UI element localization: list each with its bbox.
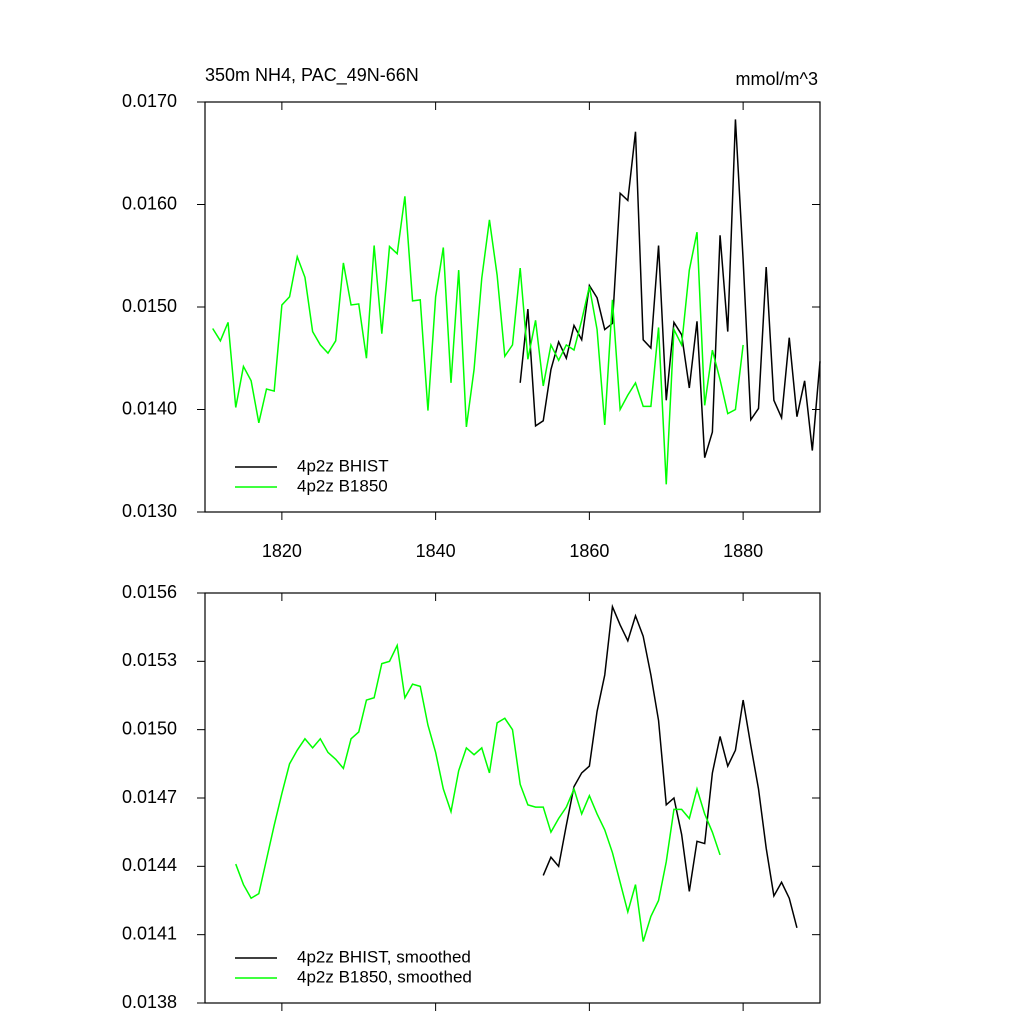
y-tick-label: 0.0141 xyxy=(122,923,177,943)
legend-label: 4p2z BHIST xyxy=(297,456,389,475)
y-tick-label: 0.0140 xyxy=(122,398,177,418)
legend-label: 4p2z B1850 xyxy=(297,476,388,495)
series-line xyxy=(542,603,798,929)
units-label: mmol/m^3 xyxy=(736,69,818,89)
x-tick-label: 1820 xyxy=(262,541,302,561)
y-tick-label: 0.0150 xyxy=(122,296,177,316)
series-line xyxy=(519,119,821,458)
y-tick-label: 0.0170 xyxy=(122,91,177,111)
plot-frame xyxy=(204,101,821,513)
y-tick-label: 0.0160 xyxy=(122,193,177,213)
series-line xyxy=(235,642,721,942)
chart-title: 350m NH4, PAC_49N-66N xyxy=(205,65,419,86)
plot-frame xyxy=(204,592,821,1004)
y-tick-label: 0.0150 xyxy=(122,718,177,738)
legend-label: 4p2z B1850, smoothed xyxy=(297,967,472,986)
y-tick-label: 0.0144 xyxy=(122,855,177,875)
legend-label: 4p2z BHIST, smoothed xyxy=(297,947,471,966)
x-tick-label: 1840 xyxy=(416,541,456,561)
y-tick-label: 0.0130 xyxy=(122,501,177,521)
y-tick-label: 0.0147 xyxy=(122,787,177,807)
x-tick-label: 1860 xyxy=(569,541,609,561)
y-tick-label: 0.0153 xyxy=(122,650,177,670)
x-tick-label: 1880 xyxy=(723,541,763,561)
y-tick-label: 0.0156 xyxy=(122,582,177,602)
y-tick-label: 0.0138 xyxy=(122,992,177,1012)
series-line xyxy=(212,196,744,485)
